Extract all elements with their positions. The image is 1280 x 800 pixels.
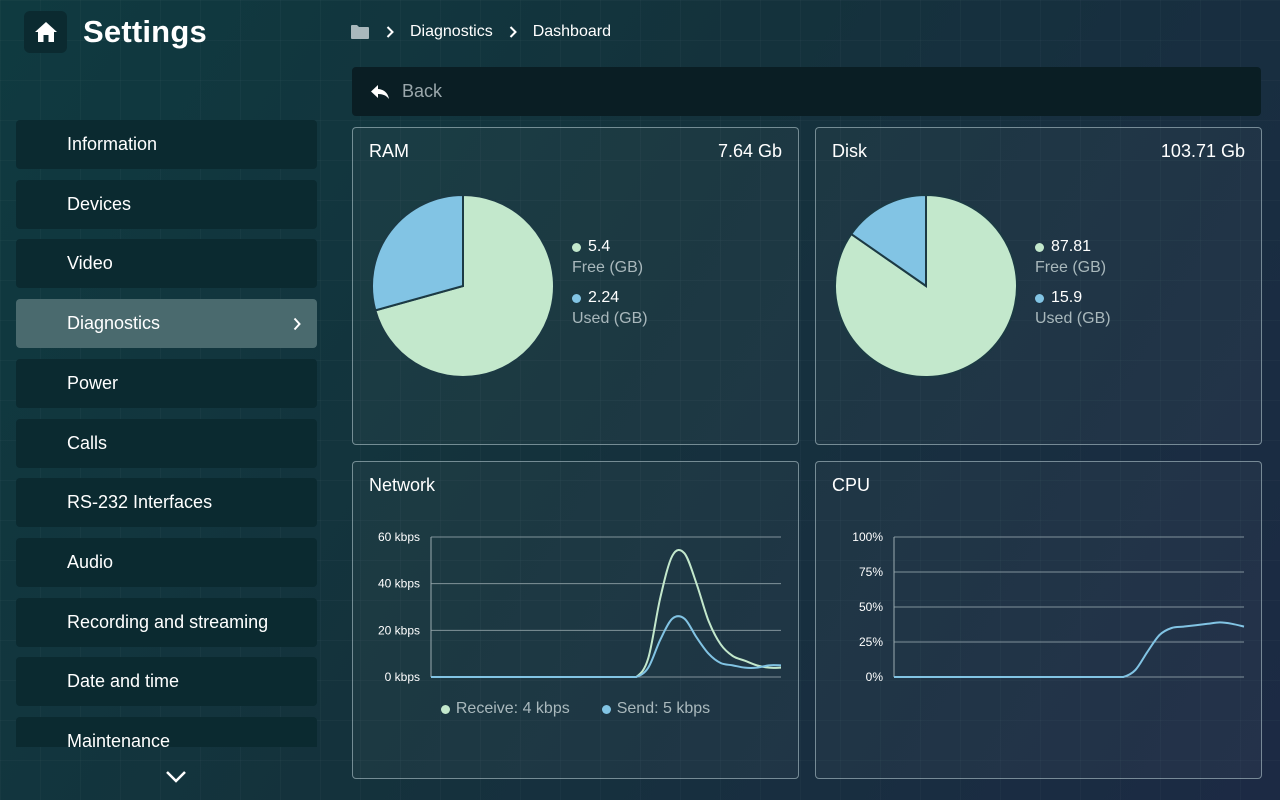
network-card: Network 0 kbps 20 kbps 40 kbps 60 kbps Rece… (352, 461, 799, 779)
sidebar-item-label: Recording and streaming (67, 612, 269, 632)
sidebar-item-video[interactable]: Video (16, 239, 317, 288)
disk-used-value: 15.9 (1051, 289, 1083, 306)
sidebar-item-recording-and-streaming[interactable]: Recording and streaming (16, 598, 317, 647)
receive-dot (440, 704, 450, 714)
cpu-y-tick-label: 50% (859, 600, 883, 614)
disk-free-value: 87.81 (1051, 238, 1092, 255)
ram-total: 7.64 Gb (717, 141, 782, 161)
sidebar-item-maintenance[interactable]: Maintenance (16, 717, 317, 747)
ram-pie-chart (371, 193, 555, 378)
receive-legend: Receive: 4 kbps (455, 700, 570, 717)
chevron-right-icon (293, 315, 301, 336)
sidebar-item-label: Information (67, 134, 158, 154)
network-y-tick-label: 60 kbps (378, 530, 420, 544)
chevron-down-icon (166, 771, 186, 783)
ram-slice-free (374, 193, 555, 378)
disk-title: Disk (832, 141, 867, 161)
network-legend: Receive: 4 kbps Send: 5 kbps (353, 700, 798, 718)
network-series-line-0 (431, 548, 782, 678)
reply-arrow-icon (370, 84, 390, 100)
page-title: Settings (83, 14, 207, 49)
sidebar-item-audio[interactable]: Audio (16, 538, 317, 587)
sidebar-item-label: Power (67, 373, 119, 393)
disk-total: 103.71 Gb (1160, 141, 1245, 161)
disk-used-label: Used (GB) (1035, 310, 1111, 327)
ram-legend: 5.4 Free (GB) 2.24 Used (GB) (572, 238, 648, 340)
disk-free-label: Free (GB) (1035, 259, 1107, 276)
network-y-tick-label: 0 kbps (385, 670, 420, 684)
breadcrumb-item-diagnostics[interactable]: Diagnostics (410, 23, 493, 40)
sidebar-item-information[interactable]: Information (16, 120, 317, 169)
sidebar-item-label: Date and time (67, 671, 180, 691)
cpu-card: CPU 0% 25% 50% 75% 100% (815, 461, 1262, 779)
home-icon (34, 22, 57, 42)
back-label: Back (402, 81, 443, 101)
ram-free-value: 5.4 (588, 238, 611, 255)
cpu-title: CPU (832, 475, 871, 495)
network-y-tick-label: 40 kbps (378, 577, 420, 591)
disk-pie-chart (834, 193, 1018, 378)
sidebar-item-label: Audio (67, 552, 114, 572)
sidebar-item-label: Calls (67, 433, 108, 453)
sidebar-item-devices[interactable]: Devices (16, 180, 317, 229)
cpu-y-tick-label: 0% (866, 670, 884, 684)
sidebar-item-calls[interactable]: Calls (16, 419, 317, 468)
cpu-y-tick-label: 75% (859, 565, 883, 579)
ram-card: RAM 7.64 Gb 5.4 Free (GB) 2.24 Used (GB) (352, 127, 799, 445)
sidebar-item-rs232-interfaces[interactable]: RS-232 Interfaces (16, 478, 317, 527)
folder-icon[interactable] (350, 24, 370, 40)
breadcrumb-item-dashboard: Dashboard (532, 23, 611, 40)
ram-used-value: 2.24 (588, 289, 620, 306)
sidebar: Information Devices Video Diagnostics Po… (16, 120, 317, 747)
cpu-y-tick-label: 100% (852, 530, 883, 544)
sidebar-item-label: Diagnostics (67, 313, 161, 333)
network-title: Network (369, 475, 436, 495)
home-button[interactable] (24, 11, 67, 53)
used-dot (572, 293, 581, 303)
send-dot (601, 704, 611, 714)
cpu-y-tick-label: 25% (859, 635, 883, 649)
network-line-chart: 0 kbps 20 kbps 40 kbps 60 kbps (378, 530, 782, 684)
network-series-line-1 (431, 615, 782, 678)
disk-legend: 87.81 Free (GB) 15.9 Used (GB) (1035, 238, 1111, 340)
network-y-tick-label: 20 kbps (378, 623, 420, 637)
sidebar-item-power[interactable]: Power (16, 359, 317, 408)
free-dot (572, 242, 581, 252)
sidebar-item-label: RS-232 Interfaces (67, 492, 213, 512)
used-dot (1035, 293, 1044, 303)
ram-used-label: Used (GB) (572, 310, 648, 327)
chevron-right-icon (509, 26, 517, 38)
free-dot (1035, 242, 1044, 252)
sidebar-item-date-and-time[interactable]: Date and time (16, 657, 317, 706)
disk-slice-used (849, 193, 927, 288)
breadcrumb: Diagnostics Dashboard (350, 20, 611, 44)
cpu-line-chart: 0% 25% 50% 75% 100% (852, 530, 1245, 684)
ram-slice-used (371, 193, 464, 312)
ram-title: RAM (369, 141, 409, 161)
sidebar-item-label: Video (67, 253, 113, 273)
sidebar-item-diagnostics[interactable]: Diagnostics (16, 299, 317, 348)
disk-card: Disk 103.71 Gb 87.81 Free (GB) 15.9 Used… (815, 127, 1262, 445)
sidebar-item-label: Maintenance (67, 731, 171, 747)
cpu-series-line-0 (894, 621, 1245, 678)
back-button[interactable]: Back (352, 67, 1261, 116)
chevron-right-icon (386, 26, 394, 38)
ram-free-label: Free (GB) (572, 259, 644, 276)
send-legend: Send: 5 kbps (616, 700, 711, 717)
scroll-down-button[interactable] (160, 765, 192, 789)
sidebar-item-label: Devices (67, 194, 132, 214)
